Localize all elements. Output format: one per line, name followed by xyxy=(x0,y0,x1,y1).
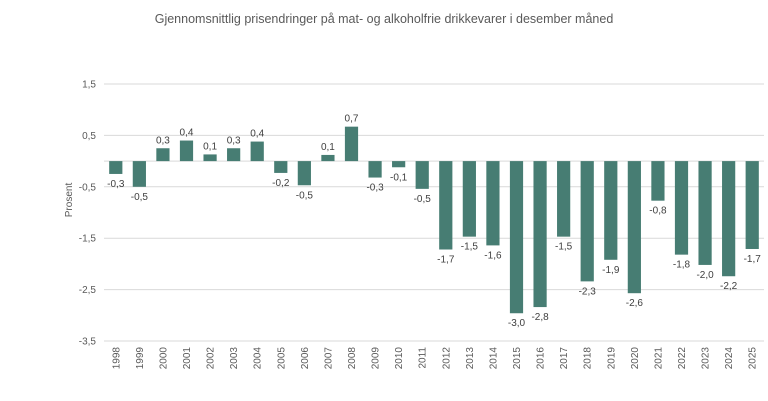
data-label: -0,5 xyxy=(414,194,432,205)
data-label: -1,6 xyxy=(484,250,502,261)
data-label: -0,3 xyxy=(107,179,125,190)
data-label: -0,3 xyxy=(366,183,384,194)
data-label: 0,3 xyxy=(227,135,241,146)
data-label: -2,3 xyxy=(579,286,597,297)
x-tick-label: 2021 xyxy=(653,347,664,370)
bar xyxy=(415,161,429,189)
y-tick-label: 1,5 xyxy=(82,80,96,91)
x-tick-label: 2010 xyxy=(394,347,405,370)
bar xyxy=(109,161,123,174)
data-label: 0,1 xyxy=(321,142,335,153)
data-label: -1,7 xyxy=(744,254,762,265)
x-tick-label: 2023 xyxy=(701,347,712,370)
x-tick-label: 2001 xyxy=(182,347,193,370)
x-tick-label: 2009 xyxy=(371,347,382,370)
x-tick-label: 2011 xyxy=(418,347,429,369)
x-tick-label: 2015 xyxy=(512,347,523,370)
data-label: 0,4 xyxy=(250,129,264,140)
data-label: -3,0 xyxy=(508,318,526,329)
bar xyxy=(321,154,335,162)
y-tick-label: 0,5 xyxy=(82,131,96,142)
data-label: -0,1 xyxy=(390,172,408,183)
data-label: -1,8 xyxy=(673,260,691,271)
bar xyxy=(698,161,712,265)
y-axis-label: Prosent xyxy=(64,183,75,218)
bar xyxy=(297,161,311,186)
bar xyxy=(132,161,146,187)
bar xyxy=(745,161,759,249)
x-tick-label: 1999 xyxy=(135,347,146,370)
data-label: -0,5 xyxy=(296,190,314,201)
x-tick-label: 2024 xyxy=(724,347,735,370)
bar xyxy=(250,141,264,162)
bar xyxy=(227,148,241,162)
bar xyxy=(368,161,382,178)
x-tick-label: 2000 xyxy=(158,347,169,370)
bar xyxy=(580,161,594,282)
bar xyxy=(722,161,736,277)
data-label: 0,3 xyxy=(156,135,170,146)
chart-title: Gjennomsnittlig prisendringer på mat- og… xyxy=(154,12,614,26)
x-tick-label: 2002 xyxy=(206,347,217,370)
x-tick-label: 2018 xyxy=(583,347,594,370)
x-tick-label: 2005 xyxy=(276,347,287,370)
bars xyxy=(109,126,759,314)
x-tick-label: 2004 xyxy=(253,347,264,370)
data-label: -0,8 xyxy=(649,206,667,217)
x-tick-label: 2020 xyxy=(630,347,641,370)
x-axis-ticks: 1998 1999 2000 2001 2002 2003 2004 2005 2006 2007… xyxy=(111,347,758,370)
bar xyxy=(274,161,288,173)
data-labels: -0,3 -0,5 0,3 0,4 0,1 0,3 0,4 -0,2 -0,5 0,1 0,7 -0,… xyxy=(107,114,761,330)
data-label: -0,5 xyxy=(131,192,149,203)
y-axis-ticks: 1,5 0,5 -0,5 -1,5 -2,5 -3,5 xyxy=(79,80,97,348)
data-label: 0,7 xyxy=(345,114,359,125)
x-tick-label: 2017 xyxy=(559,347,570,370)
data-label: -1,9 xyxy=(602,265,620,276)
data-label: -1,5 xyxy=(461,242,479,253)
y-tick-label: -1,5 xyxy=(79,234,97,245)
data-label: -2,2 xyxy=(720,281,738,292)
data-label: 0,4 xyxy=(180,128,194,139)
bar xyxy=(604,161,618,260)
x-tick-label: 1998 xyxy=(111,347,122,370)
x-tick-label: 2008 xyxy=(347,347,358,370)
x-tick-label: 2025 xyxy=(748,347,759,370)
bar xyxy=(439,161,453,250)
bar xyxy=(156,148,170,162)
x-tick-label: 2012 xyxy=(441,347,452,370)
data-label: 0,1 xyxy=(203,141,217,152)
bar xyxy=(557,161,571,237)
x-tick-label: 2022 xyxy=(677,347,688,370)
data-label: -2,6 xyxy=(626,298,644,309)
bar xyxy=(533,161,547,308)
bar xyxy=(509,161,524,314)
x-tick-label: 2007 xyxy=(323,347,334,370)
data-label: -2,0 xyxy=(696,270,714,281)
bar xyxy=(203,154,217,162)
bar xyxy=(651,161,665,201)
x-tick-label: 2019 xyxy=(606,347,617,370)
bar xyxy=(627,161,641,294)
y-tick-label: -3,5 xyxy=(79,337,97,348)
y-tick-label: -2,5 xyxy=(79,285,97,296)
x-tick-label: 2013 xyxy=(465,347,476,370)
bar xyxy=(674,161,689,255)
data-label: -2,8 xyxy=(531,312,549,323)
bar xyxy=(179,140,194,162)
data-label: -1,7 xyxy=(437,255,455,266)
bar xyxy=(486,161,500,246)
bar xyxy=(392,161,406,168)
x-tick-label: 2014 xyxy=(488,347,499,370)
x-tick-label: 2016 xyxy=(536,347,547,370)
bar xyxy=(344,126,359,162)
bar xyxy=(462,161,476,237)
x-tick-label: 2003 xyxy=(229,347,240,370)
x-tick-label: 2006 xyxy=(300,347,311,370)
data-label: -1,5 xyxy=(555,242,573,253)
y-tick-label: -0,5 xyxy=(79,182,97,193)
data-label: -0,2 xyxy=(272,178,290,189)
